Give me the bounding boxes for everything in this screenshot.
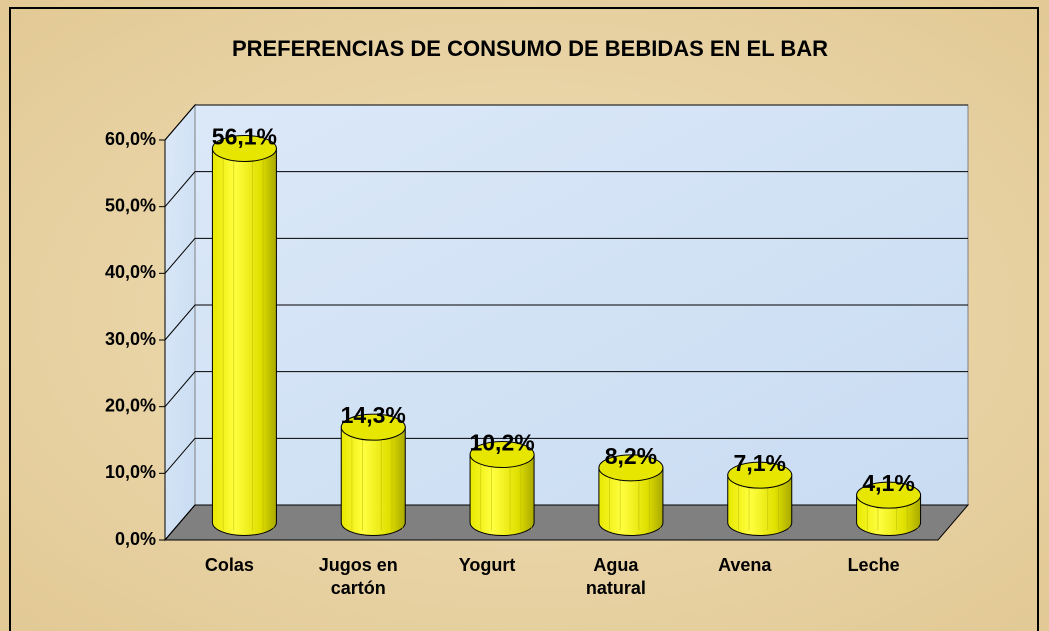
bar-top bbox=[727, 461, 793, 489]
x-tick-label: Leche bbox=[847, 555, 900, 575]
x-tick-label: Avena bbox=[718, 555, 772, 575]
bar-top bbox=[211, 135, 277, 162]
bar bbox=[211, 148, 277, 536]
data-label: 4,1% bbox=[862, 470, 914, 496]
x-tick-label: Agua natural bbox=[585, 555, 646, 598]
data-label: 56,1% bbox=[212, 124, 277, 150]
grid-line bbox=[164, 237, 968, 274]
y-tick-label: 10,0% bbox=[105, 462, 156, 482]
bar-top bbox=[598, 454, 664, 482]
grid-line bbox=[164, 304, 968, 341]
y-tick-label: 60,0% bbox=[105, 129, 156, 149]
bar bbox=[340, 426, 406, 536]
bar-top bbox=[856, 481, 922, 509]
y-tick-label: 50,0% bbox=[105, 195, 156, 215]
data-label: 7,1% bbox=[734, 450, 786, 476]
y-tick-label: 0,0% bbox=[115, 529, 156, 549]
x-tick-label: Colas bbox=[204, 555, 254, 575]
chart-border bbox=[9, 7, 1039, 631]
bar bbox=[469, 454, 535, 536]
grid-line bbox=[164, 104, 968, 141]
bar bbox=[598, 467, 664, 536]
grid-line bbox=[164, 437, 968, 474]
y-tick-label: 20,0% bbox=[105, 395, 156, 415]
grid-line bbox=[164, 171, 968, 207]
grid-line bbox=[164, 504, 968, 541]
chart-title: PREFERENCIAS DE CONSUMO DE BEBIDAS EN EL… bbox=[232, 36, 828, 61]
bar-top bbox=[340, 413, 406, 441]
y-tick-label: 30,0% bbox=[105, 329, 156, 349]
x-tick-label: Jugos en cartón bbox=[318, 555, 398, 598]
data-label: 10,2% bbox=[469, 430, 534, 456]
grid-line bbox=[164, 371, 968, 407]
x-tick-label: Yogurt bbox=[458, 555, 516, 575]
data-label: 14,3% bbox=[341, 402, 406, 428]
data-label: 8,2% bbox=[605, 443, 657, 469]
floor bbox=[163, 504, 970, 541]
bar-top bbox=[469, 441, 535, 468]
bar bbox=[727, 474, 793, 536]
y-tick-label: 40,0% bbox=[105, 262, 156, 282]
